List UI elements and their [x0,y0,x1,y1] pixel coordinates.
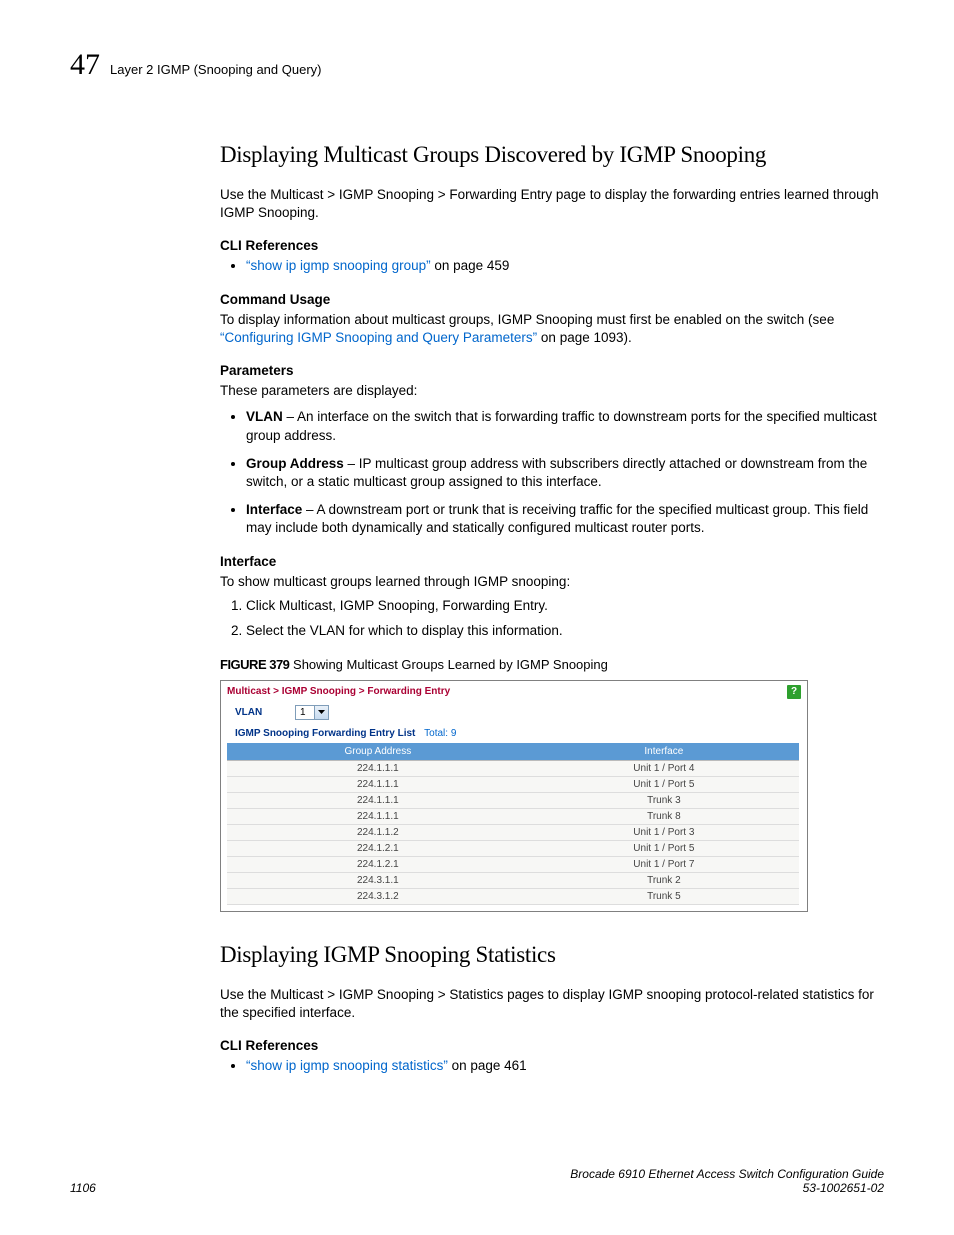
section-heading-1: Displaying Multicast Groups Discovered b… [220,142,884,168]
page-footer: 1106 Brocade 6910 Ethernet Access Switch… [70,1167,884,1195]
table-cell: Trunk 8 [529,808,799,824]
table-cell: Unit 1 / Port 5 [529,776,799,792]
section-heading-2: Displaying IGMP Snooping Statistics [220,942,884,968]
usage-pre: To display information about multicast g… [220,312,834,327]
cli-link[interactable]: “show ip igmp snooping group” [246,258,431,273]
cli-reference-item: “show ip igmp snooping group” on page 45… [246,257,884,275]
usage-link[interactable]: “Configuring IGMP Snooping and Query Par… [220,330,537,345]
table-cell: Unit 1 / Port 7 [529,856,799,872]
term: Interface [246,502,302,517]
table-cell: Trunk 5 [529,888,799,904]
col-group-address: Group Address [227,743,529,761]
desc: – An interface on the switch that is for… [246,409,877,442]
table-cell: Unit 1 / Port 5 [529,840,799,856]
figure-label: FIGURE 379 [220,657,289,672]
help-icon[interactable]: ? [787,685,801,699]
chevron-down-icon[interactable] [314,706,328,719]
list-total: Total: 9 [424,728,456,739]
figure-breadcrumb: Multicast > IGMP Snooping > Forwarding E… [227,686,450,697]
interface-heading: Interface [220,554,884,569]
table-row: 224.1.1.1Trunk 3 [227,792,799,808]
table-cell: 224.1.2.1 [227,856,529,872]
chapter-number: 47 [70,48,100,82]
steps-list: Click Multicast, IGMP Snooping, Forwardi… [220,597,884,641]
footer-right: Brocade 6910 Ethernet Access Switch Conf… [570,1167,884,1195]
figure-header: Multicast > IGMP Snooping > Forwarding E… [221,681,807,701]
table-header-row: Group Address Interface [227,743,799,761]
table-cell: 224.3.1.2 [227,888,529,904]
list-title-row: IGMP Snooping Forwarding Entry List Tota… [221,722,807,743]
cli-references-list-2: “show ip igmp snooping statistics” on pa… [220,1057,884,1075]
table-cell: Trunk 3 [529,792,799,808]
table-row: 224.1.2.1Unit 1 / Port 7 [227,856,799,872]
cli-link-suffix: on page 459 [431,258,510,273]
table-cell: 224.1.1.1 [227,792,529,808]
running-header: 47 Layer 2 IGMP (Snooping and Query) [70,48,884,82]
page-number: 1106 [70,1181,96,1195]
parameters-heading: Parameters [220,363,884,378]
vlan-select[interactable]: 1 [295,705,329,720]
parameter-interface: Interface – A downstream port or trunk t… [246,501,884,537]
vlan-row: VLAN 1 [221,701,807,722]
cli-references-heading-2: CLI References [220,1038,884,1053]
cli-reference-item: “show ip igmp snooping statistics” on pa… [246,1057,884,1075]
parameters-intro: These parameters are displayed: [220,382,884,400]
table-cell: Unit 1 / Port 3 [529,824,799,840]
doc-number: 53-1002651-02 [803,1181,884,1195]
section-name: Layer 2 IGMP (Snooping and Query) [110,62,322,77]
intro-paragraph-1: Use the Multicast > IGMP Snooping > Forw… [220,186,884,222]
table-row: 224.3.1.2Trunk 5 [227,888,799,904]
book-title: Brocade 6910 Ethernet Access Switch Conf… [570,1167,884,1181]
table-cell: Trunk 2 [529,872,799,888]
table-row: 224.1.1.2Unit 1 / Port 3 [227,824,799,840]
usage-post: on page 1093). [537,330,632,345]
table-cell: 224.1.1.2 [227,824,529,840]
content-column: Displaying Multicast Groups Discovered b… [220,142,884,1075]
intro-paragraph-2: Use the Multicast > IGMP Snooping > Stat… [220,986,884,1022]
parameter-group-address: Group Address – IP multicast group addre… [246,455,884,491]
step-1: Click Multicast, IGMP Snooping, Forwardi… [246,597,884,616]
table-row: 224.1.1.1Trunk 8 [227,808,799,824]
table-cell: 224.1.1.1 [227,776,529,792]
table-cell: Unit 1 / Port 4 [529,760,799,776]
cli-references-list-1: “show ip igmp snooping group” on page 45… [220,257,884,275]
col-interface: Interface [529,743,799,761]
desc: – A downstream port or trunk that is rec… [246,502,868,535]
table-row: 224.1.1.1Unit 1 / Port 4 [227,760,799,776]
step-2: Select the VLAN for which to display thi… [246,622,884,641]
cli-references-heading: CLI References [220,238,884,253]
table-row: 224.3.1.1Trunk 2 [227,872,799,888]
figure-caption: FIGURE 379 Showing Multicast Groups Lear… [220,657,884,672]
table-row: 224.1.2.1Unit 1 / Port 5 [227,840,799,856]
vlan-label: VLAN [235,707,262,718]
parameters-list: VLAN – An interface on the switch that i… [220,408,884,537]
cli-link-suffix-2: on page 461 [448,1058,527,1073]
forwarding-entry-table: Group Address Interface 224.1.1.1Unit 1 … [227,743,799,905]
command-usage-paragraph: To display information about multicast g… [220,311,884,347]
table-cell: 224.1.2.1 [227,840,529,856]
figure-caption-text: Showing Multicast Groups Learned by IGMP… [289,657,607,672]
figure-screenshot: Multicast > IGMP Snooping > Forwarding E… [220,680,808,912]
parameter-vlan: VLAN – An interface on the switch that i… [246,408,884,444]
term: Group Address [246,456,344,471]
vlan-select-value: 1 [296,707,314,718]
table-row: 224.1.1.1Unit 1 / Port 5 [227,776,799,792]
list-title: IGMP Snooping Forwarding Entry List [235,728,415,739]
interface-intro: To show multicast groups learned through… [220,573,884,591]
page-container: 47 Layer 2 IGMP (Snooping and Query) Dis… [0,0,954,1235]
term: VLAN [246,409,283,424]
command-usage-heading: Command Usage [220,292,884,307]
table-cell: 224.1.1.1 [227,760,529,776]
table-cell: 224.3.1.1 [227,872,529,888]
table-cell: 224.1.1.1 [227,808,529,824]
cli-link-2[interactable]: “show ip igmp snooping statistics” [246,1058,448,1073]
